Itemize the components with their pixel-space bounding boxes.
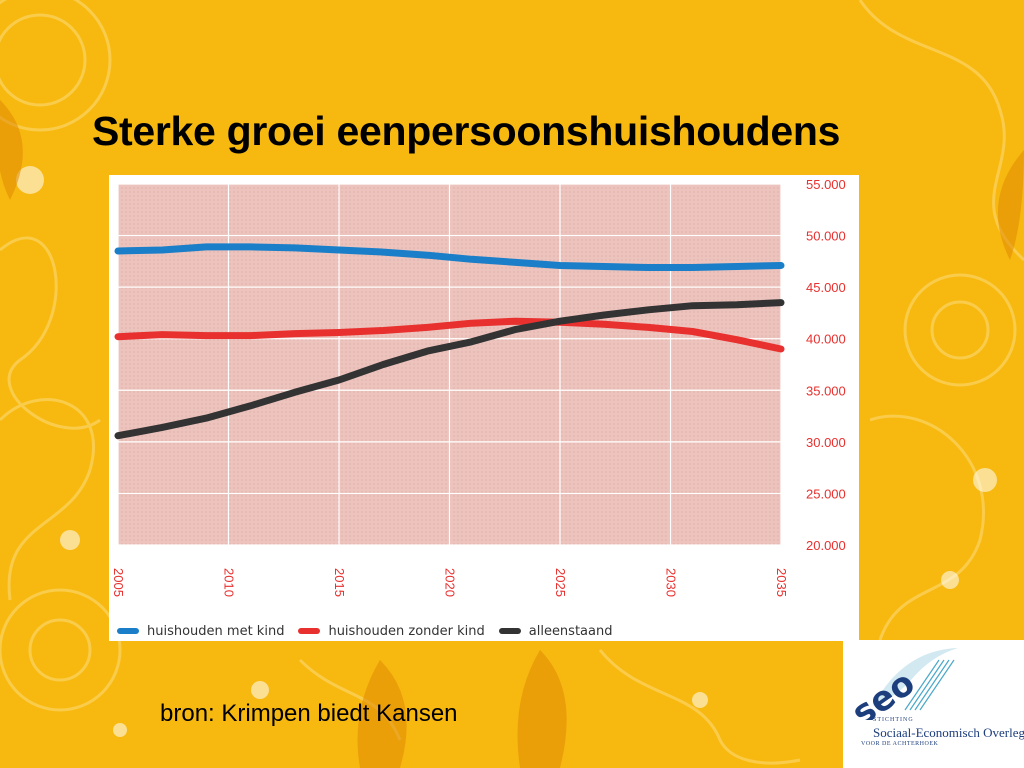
y-tick-label: 50.000 [806, 229, 846, 244]
seo-logo: seo STICHTING Sociaal-Economisch Overleg… [843, 640, 1024, 768]
legend-swatch-huishouden-zonder-kind [298, 628, 321, 634]
legend-label-huishouden-met-kind: huishouden met kind [147, 623, 285, 639]
x-axis-ticks: 2005 2010 2015 2020 2025 2030 2035 [111, 568, 789, 597]
y-tick-label: 45.000 [806, 280, 846, 295]
series-line-alleenstaand [114, 299, 785, 440]
legend-swatch-huishouden-met-kind [117, 628, 139, 634]
legend-label-alleenstaand: alleenstaand [528, 623, 613, 639]
y-tick-label: 25.000 [806, 486, 846, 501]
y-tick-label: 55.000 [806, 177, 846, 192]
seo-logo-mark: seo [845, 648, 958, 720]
legend-item-huishouden-met-kind: huishouden met kind [117, 624, 284, 639]
x-tick-label: 2020 [443, 568, 458, 597]
x-tick-label: 2025 [553, 568, 568, 597]
line-chart: 20.000 25.000 30.000 35.000 40.000 45.000 50.0… [111, 177, 846, 597]
legend-swatch-alleenstaand [498, 628, 521, 634]
x-tick-label: 2035 [774, 568, 789, 597]
source-caption: bron: Krimpen biedt Kansen [160, 700, 458, 727]
x-tick-label: 2005 [111, 568, 126, 597]
slide-title: Sterke groei eenpersoonshuishoudens [92, 108, 841, 154]
seo-logo-sub-label: VOOR DE ACHTERHOEK [861, 741, 939, 747]
series-line-huishouden-met-kind [114, 243, 785, 271]
seo-logo-name: Sociaal-Economisch Overleg [873, 725, 1024, 740]
series-lines [114, 243, 785, 440]
y-tick-label: 40.000 [806, 332, 846, 347]
legend-label-huishouden-zonder-kind: huishouden zonder kind [328, 623, 485, 639]
x-tick-label: 2015 [332, 568, 347, 597]
x-tick-label: 2030 [664, 568, 679, 597]
legend-item-huishouden-zonder-kind: huishouden zonder kind [298, 623, 485, 639]
chart-panel: 20.000 25.000 30.000 35.000 40.000 45.000 50.0… [109, 175, 859, 641]
y-axis-ticks: 20.000 25.000 30.000 35.000 40.000 45.000 50.0… [806, 177, 846, 553]
series-line-huishouden-zonder-kind [114, 317, 785, 353]
seo-logo-small-label: STICHTING [873, 717, 914, 723]
chart-legend: huishouden met kind huishouden zonder ki… [117, 622, 626, 640]
gridlines [117, 183, 782, 546]
x-tick-label: 2010 [222, 568, 237, 597]
y-tick-label: 35.000 [806, 383, 846, 398]
legend-item-alleenstaand: alleenstaand [498, 623, 613, 639]
y-tick-label: 20.000 [806, 538, 846, 553]
y-tick-label: 30.000 [806, 435, 846, 450]
